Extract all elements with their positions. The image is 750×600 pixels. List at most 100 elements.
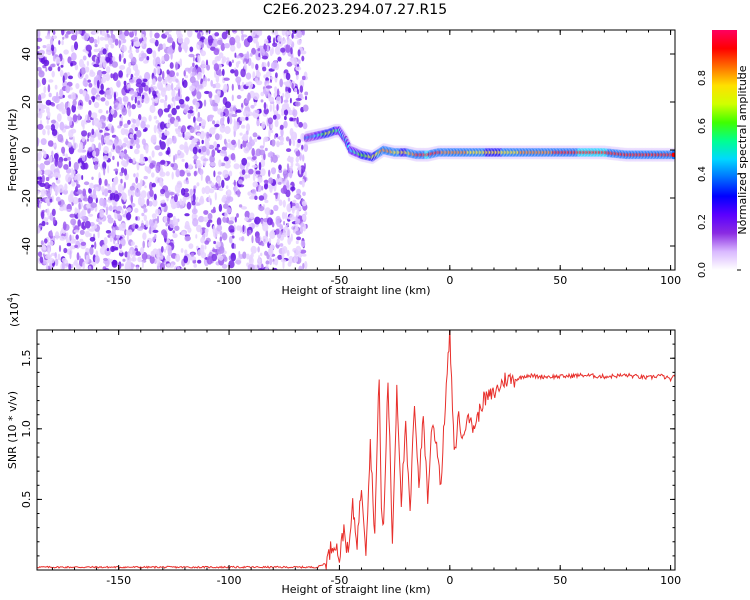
noise-blob — [283, 99, 289, 103]
noise-blob — [292, 216, 297, 220]
noise-blob — [132, 157, 136, 164]
noise-blob — [140, 247, 145, 255]
noise-blob — [201, 145, 207, 153]
noise-blob — [214, 192, 217, 201]
spectrogram-ticks: -150 -100 -50 0 50 100 -40 -20 0 20 40 — [20, 30, 681, 287]
noise-blob — [168, 153, 171, 158]
noise-blob — [255, 30, 262, 36]
noise-blob — [295, 156, 299, 163]
ridge-core — [671, 152, 675, 157]
y-tick-label: 40 — [20, 47, 33, 61]
noise-blob — [301, 55, 305, 62]
noise-blob — [67, 101, 71, 109]
noise-blob — [136, 130, 142, 138]
noise-blob — [183, 108, 188, 114]
noise-blob — [108, 113, 113, 123]
noise-blob — [159, 139, 162, 146]
noise-blob — [135, 251, 142, 256]
noise-blob — [163, 108, 170, 113]
noise-blob — [287, 155, 291, 162]
colorbar-tick-label: 0.4 — [697, 166, 708, 182]
noise-blob — [166, 263, 171, 268]
noise-blob — [277, 254, 283, 260]
noise-blob — [123, 205, 126, 209]
noise-blob — [231, 113, 238, 118]
noise-blob — [89, 36, 95, 44]
noise-blob — [137, 197, 142, 206]
noise-blob — [94, 161, 98, 166]
noise-blob — [209, 161, 216, 167]
noise-blob — [55, 155, 59, 163]
noise-blob — [206, 255, 213, 265]
noise-blob — [254, 216, 261, 225]
noise-blob — [214, 32, 220, 37]
noise-blob — [249, 136, 253, 143]
noise-blob — [142, 78, 148, 83]
noise-blob — [156, 66, 161, 75]
noise-blob — [130, 241, 135, 246]
noise-blob — [75, 186, 78, 193]
noise-blob — [89, 246, 94, 255]
noise-blob — [252, 132, 258, 138]
noise-blob — [230, 44, 236, 52]
noise-blob — [183, 70, 186, 77]
noise-blob — [65, 173, 71, 183]
noise-blob — [186, 201, 192, 210]
noise-blob — [44, 182, 50, 190]
noise-blob — [294, 252, 297, 257]
noise-blob — [270, 156, 273, 163]
noise-blob — [214, 70, 217, 78]
noise-blob — [102, 161, 107, 170]
noise-blob — [91, 244, 94, 248]
noise-blob — [242, 139, 247, 148]
noise-blob — [251, 30, 256, 37]
noise-blob — [59, 121, 65, 131]
noise-blob — [69, 234, 72, 241]
noise-blob — [148, 200, 153, 207]
noise-blob — [59, 69, 64, 78]
noise-blob — [228, 236, 233, 244]
noise-blob — [279, 224, 283, 229]
noise-blob — [141, 212, 145, 217]
noise-blob — [123, 137, 129, 143]
noise-blob — [136, 172, 139, 178]
noise-blob — [287, 109, 294, 116]
noise-blob — [300, 240, 306, 248]
noise-blob — [91, 112, 98, 119]
noise-blob — [286, 222, 290, 226]
noise-blob — [127, 188, 131, 197]
noise-blob — [200, 244, 204, 249]
noise-blob — [42, 253, 45, 257]
noise-blob — [91, 128, 95, 135]
noise-blob — [218, 159, 222, 168]
noise-blob — [54, 96, 60, 104]
colorbar-gradient — [712, 30, 737, 270]
noise-blob — [107, 165, 110, 174]
noise-blob — [173, 119, 179, 128]
noise-blob — [259, 145, 265, 149]
snr-panel: -150 -100 -50 0 50 100 0.5 1.0 1.5 Height of str… — [6, 293, 681, 596]
noise-blob — [267, 61, 270, 68]
noise-blob — [255, 170, 261, 175]
noise-blob — [88, 99, 92, 105]
y-tick-label: 0 — [20, 147, 33, 154]
noise-blob — [106, 94, 113, 100]
noise-blob — [38, 224, 42, 228]
noise-blob — [121, 208, 124, 215]
noise-blob — [141, 94, 145, 100]
noise-blob — [111, 125, 114, 134]
noise-blob — [52, 30, 56, 35]
noise-blob — [208, 219, 213, 223]
noise-blob — [293, 254, 299, 263]
noise-blob — [129, 31, 134, 38]
noise-blob — [302, 262, 305, 270]
noise-blob — [54, 231, 60, 240]
noise-blob — [224, 211, 228, 219]
noise-blob — [89, 131, 97, 139]
noise-blob — [112, 56, 116, 62]
noise-blob — [241, 169, 246, 176]
noise-blob — [72, 136, 75, 144]
noise-blob — [196, 116, 203, 122]
noise-blob — [218, 203, 223, 212]
noise-blob — [246, 162, 250, 167]
